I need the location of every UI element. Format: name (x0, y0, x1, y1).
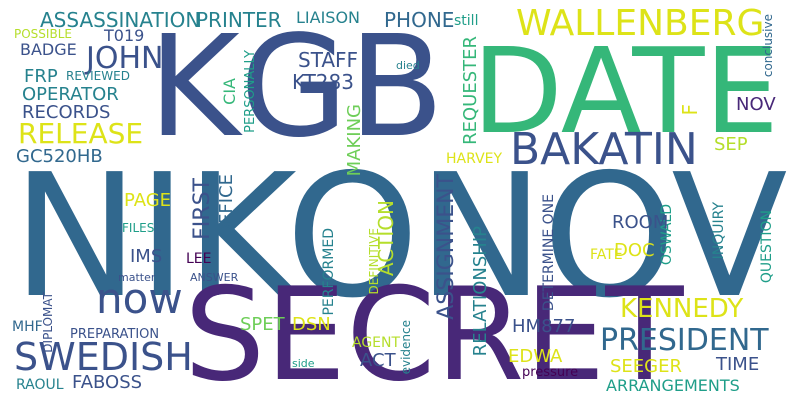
word-faboss: FABOSS (72, 372, 143, 393)
word-died: died (396, 59, 420, 72)
word-doc: DOC (614, 240, 655, 261)
word-page: PAGE (124, 190, 172, 211)
word-wallenberg: WALLENBERG (516, 3, 765, 44)
word-matter: matter (118, 271, 156, 284)
word-staff: STAFF (298, 48, 359, 72)
word-nov: NOV (736, 94, 776, 115)
word-t019: T019 (104, 26, 145, 45)
word-president: PRESIDENT (600, 323, 769, 358)
word-bakatin: BAKATIN (510, 124, 698, 175)
word-requester: REQUESTER (460, 36, 481, 145)
word-spet: SPET (240, 314, 285, 335)
word-release: RELEASE (18, 117, 144, 150)
word-nikonov: NIKONOV (12, 138, 788, 336)
word-ims: IMS (130, 246, 163, 267)
word-still: still (454, 13, 479, 29)
word-assignment: ASSIGNMENT (434, 174, 459, 320)
word-sep: SEP (714, 134, 748, 155)
word-printer: PRINTER (196, 8, 282, 32)
word-files: FILES (122, 221, 155, 235)
word-mhf: MHF (12, 319, 43, 335)
word-f: F (678, 104, 702, 116)
word-personally: PERSONALLY (243, 50, 258, 133)
word-relationship: RELATIONSHIP (470, 226, 491, 357)
word-performed: PERFORMED (321, 228, 337, 316)
word-raoul: RAOUL (16, 377, 64, 393)
word-agent: AGENT (352, 335, 401, 351)
word-gc520hb: GC520HB (16, 146, 103, 167)
word-assassination: ASSASSINATION (40, 8, 201, 32)
word-answer: ANSWER (190, 271, 239, 284)
word-phone: PHONE (384, 8, 455, 32)
word-harvey: HARVEY (446, 151, 503, 167)
word-lee: LEE (186, 251, 212, 267)
word-preparation: PREPARATION (70, 327, 160, 342)
word-date: DATE (472, 22, 779, 160)
word-act: ACT (360, 350, 396, 371)
word-records: RECORDS (22, 102, 111, 123)
word-time: TIME (716, 354, 760, 375)
word-secret: SECRET (184, 261, 684, 405)
word-cia: CIA (220, 78, 239, 105)
word-pressure: pressure (522, 365, 579, 380)
word-room: ROOM (612, 212, 669, 233)
word-kt283: KT283 (292, 70, 354, 94)
word-reviewed: REVIEWED (66, 69, 130, 83)
word-diplomat: DIPLOMAT (41, 292, 55, 353)
word-making: MAKING (344, 104, 365, 177)
word-arrangements: ARRANGEMENTS (606, 376, 740, 395)
word-side: side (292, 357, 315, 370)
word-definitive: DEFINITIVE (367, 228, 381, 295)
word-possible: POSSIBLE (14, 27, 72, 41)
word-question: QUESTION (759, 210, 775, 284)
word-liaison: LIAISON (296, 8, 361, 27)
word-evidence: evidence (399, 320, 413, 375)
word-john: JOHN (86, 41, 164, 76)
word-edwa: EDWA (508, 346, 563, 367)
word-kgb: KGB (148, 6, 445, 169)
word-office: OFFICE (216, 174, 237, 239)
word-conclusive: conclusive (761, 14, 775, 78)
word-dsn: DSN (292, 314, 331, 335)
word-swedish: SWEDISH (14, 335, 193, 379)
word-seeger: SEEGER (610, 356, 682, 377)
word-fate: FATE (590, 247, 623, 263)
word-operator: OPERATOR (22, 84, 119, 105)
word-hm877: HM877 (512, 316, 576, 337)
word-kennedy: KENNEDY (620, 294, 744, 324)
word-determine-one: DETERMINE ONE (541, 194, 557, 312)
word-badge: BADGE (20, 40, 77, 59)
word-first: FIRST (190, 178, 215, 240)
word-inquiry: INQUIRY (711, 202, 727, 260)
word-now: now (96, 274, 183, 323)
word-frp: FRP (24, 66, 58, 87)
